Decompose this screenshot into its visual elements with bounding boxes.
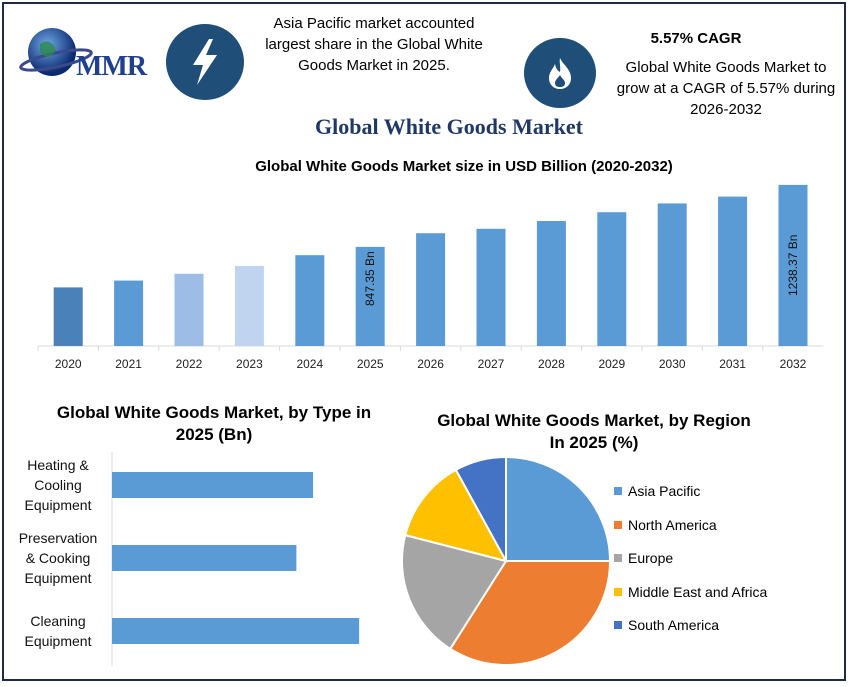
info-left-line: largest share in the Global White [265, 36, 483, 53]
type-chart-title: Global White Goods Market, by Type in 20… [44, 402, 384, 446]
x-tick-label: 2024 [296, 357, 323, 371]
legend-label: South America [628, 617, 720, 633]
bar-2022 [174, 273, 204, 346]
flame-circle [524, 38, 596, 108]
x-tick-label: 2026 [417, 357, 444, 371]
type-bar [112, 545, 297, 571]
bar-2032 [778, 184, 808, 346]
x-tick-label: 2023 [236, 357, 263, 371]
bar-2030 [657, 203, 687, 346]
legend-label: Europe [628, 550, 674, 566]
x-tick-label: 2029 [598, 357, 625, 371]
info-right-line: 2026-2032 [690, 101, 762, 118]
region-legend: Asia Pacific North America Europe Middle Ea… [614, 480, 767, 648]
bar-2025 [355, 246, 385, 346]
legend-item: Middle East and Africa [614, 581, 767, 603]
type-category-label: Equipment [25, 633, 92, 649]
region-chart-title-text: Global White Goods Market, by Region In … [437, 411, 751, 452]
type-bar [112, 618, 360, 644]
bar-2028 [536, 221, 566, 346]
type-category-label: Cooling [34, 477, 81, 493]
legend-item: North America [614, 514, 767, 536]
lightning-bolt-icon [193, 39, 217, 85]
type-category-label: Preservation [19, 530, 98, 546]
bar-2024 [295, 255, 325, 346]
bar-2023 [234, 265, 264, 346]
pie-slice [454, 455, 507, 562]
main-title: Global White Goods Market [315, 114, 583, 139]
legend-swatch [614, 554, 622, 562]
legend-label: North America [628, 516, 717, 533]
legend-item: South America [614, 614, 767, 636]
info-left-line: Goods Market in 2025. [298, 57, 450, 74]
region-pie-chart [401, 455, 612, 666]
info-right-line: Global White Goods Market to [625, 59, 827, 76]
info-left: Asia Pacific market accounted largest sh… [244, 13, 504, 76]
pie-slice [505, 455, 612, 562]
legend-swatch [614, 487, 622, 495]
lightning-circle [166, 24, 244, 100]
x-tick-label: 2022 [176, 357, 203, 371]
bar-2029 [597, 212, 627, 346]
x-tick-label: 2027 [478, 357, 505, 371]
bar-2021 [114, 280, 144, 346]
bar-2026 [416, 233, 446, 346]
type-category-label: Equipment [25, 570, 92, 586]
x-tick-label: 2028 [538, 357, 565, 371]
x-tick-label: 2032 [780, 357, 807, 371]
bar-2027 [476, 228, 506, 346]
x-tick-label: 2031 [719, 357, 746, 371]
legend-item: Europe [614, 547, 767, 569]
info-right-line: grow at a CAGR of 5.57% during [616, 80, 836, 97]
x-tick-label: 2020 [55, 357, 82, 371]
region-chart-title: Global White Goods Market, by Region In … [424, 410, 764, 454]
bar-chart-title: Global White Goods Market size in USD Bi… [255, 158, 673, 175]
globe-icon [19, 28, 93, 76]
logo-text: MMR [76, 51, 147, 82]
type-category-label: & Cooking [26, 550, 91, 566]
bar-2031 [718, 196, 748, 346]
legend-swatch [614, 621, 622, 629]
pie-slice [401, 533, 508, 651]
type-bar-chart: Heating & Cooling Equipment Preservation & C… [19, 452, 360, 666]
info-right: Global White Goods Market to grow at a C… [600, 57, 844, 120]
bar-2020 [53, 287, 83, 346]
type-bar [112, 472, 314, 498]
legend-swatch [614, 587, 622, 596]
legend-label: Middle East and Africa [628, 583, 768, 600]
legend-label: Asia Pacific [628, 483, 701, 499]
data-label-2025: 847.35 Bn [363, 251, 377, 306]
data-label-2032: 1238.37 Bn [786, 235, 800, 296]
cagr-title: 5.57% CAGR [650, 30, 742, 47]
legend-swatch [614, 520, 622, 529]
x-tick-label: 2025 [357, 357, 384, 371]
x-tick-label: 2021 [115, 357, 142, 371]
flame-icon [549, 58, 571, 89]
type-category-label: Equipment [25, 497, 92, 513]
type-category-label: Heating & [27, 457, 89, 473]
infographic-frame: MMR Asia Pacific market accounted larges… [2, 2, 846, 681]
pie-slice [404, 468, 508, 563]
legend-item: Asia Pacific [614, 480, 767, 502]
type-chart-title-text: Global White Goods Market, by Type in 20… [56, 403, 372, 444]
market-size-bar-chart: 2020 2021 2022 2023 2024 2025 847.35 Bn 2026 202… [37, 184, 824, 371]
x-tick-label: 2030 [659, 357, 686, 371]
type-category-label: Cleaning [30, 613, 85, 629]
info-left-line: Asia Pacific market accounted [273, 15, 475, 32]
